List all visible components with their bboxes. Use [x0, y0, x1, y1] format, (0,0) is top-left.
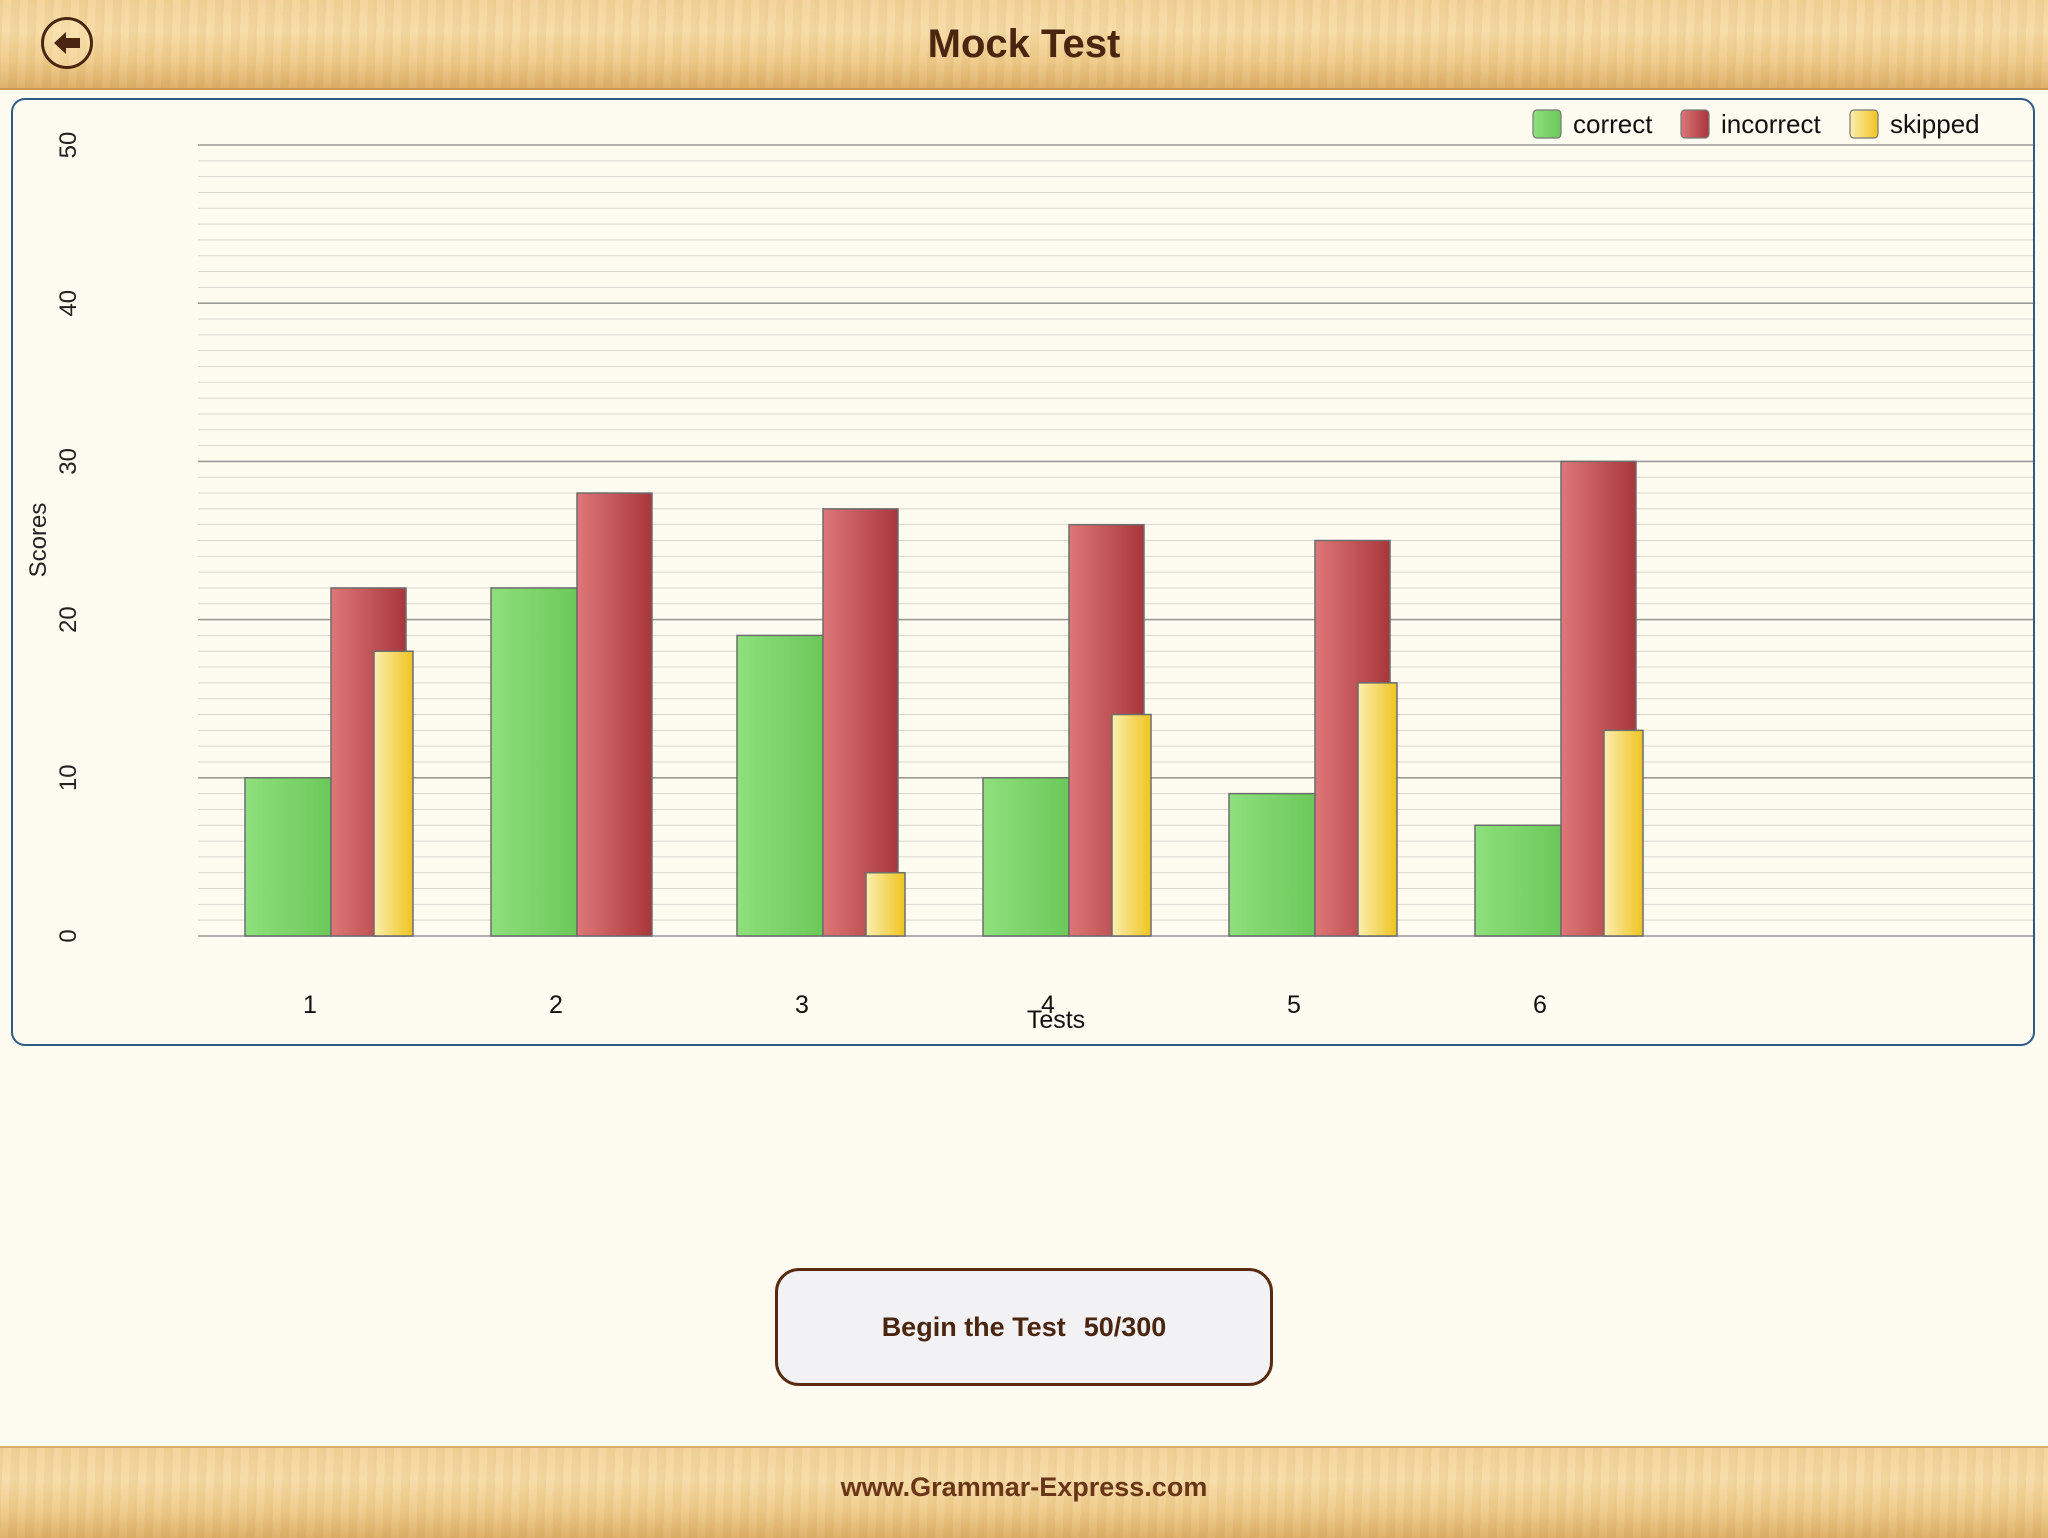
bar-skipped-test-6	[1603, 729, 1644, 937]
y-tick-label: 0	[55, 929, 82, 942]
bar-skipped-test-5	[1357, 682, 1398, 937]
legend-swatch-correct	[1532, 109, 1562, 139]
bottom-bar	[0, 1446, 2048, 1538]
bar-correct-test-1	[244, 777, 332, 937]
back-button[interactable]	[41, 17, 93, 69]
y-tick-label: 30	[55, 448, 82, 475]
y-tick-label: 10	[55, 764, 82, 791]
legend-label-correct: correct	[1573, 109, 1653, 139]
top-bar	[0, 0, 2048, 90]
x-tick-label: 5	[1287, 991, 1301, 1019]
begin-test-button[interactable]: Begin the Test 50/300	[775, 1268, 1273, 1386]
bar-skipped-test-3	[865, 871, 906, 937]
legend-label-skipped: skipped	[1890, 109, 1980, 139]
back-arrow-icon	[54, 32, 80, 54]
bar-correct-test-3	[736, 634, 824, 937]
y-tick-label: 40	[55, 290, 82, 317]
legend-label-incorrect: incorrect	[1721, 109, 1821, 139]
bar-correct-test-4	[982, 777, 1070, 937]
bar-skipped-test-1	[373, 650, 414, 937]
legend-swatch-incorrect	[1680, 109, 1710, 139]
x-tick-label: 4	[1041, 991, 1055, 1019]
bar-incorrect-test-2	[576, 492, 653, 937]
bar-incorrect-test-3	[822, 508, 899, 937]
test-progress-count: 50/300	[1083, 1311, 1167, 1342]
y-tick-label: 20	[55, 606, 82, 633]
footer-url: www.Grammar-Express.com	[840, 1472, 1208, 1502]
page-title: Mock Test	[927, 22, 1121, 66]
x-tick-label: 3	[795, 991, 809, 1019]
bar-correct-test-5	[1228, 792, 1316, 937]
begin-test-label: Begin the Test	[881, 1311, 1066, 1342]
legend-swatch-skipped	[1849, 109, 1879, 139]
x-tick-label: 6	[1533, 991, 1547, 1019]
chart-panel: 0 10 20 30 40 50 Scores 1 2 3 4 5 6 Tests correct incor…	[11, 98, 2035, 1046]
bar-correct-test-2	[490, 587, 578, 937]
x-tick-label: 1	[303, 991, 317, 1019]
y-tick-label: 50	[55, 132, 82, 159]
y-axis-label: Scores	[25, 503, 52, 578]
bar-correct-test-6	[1474, 824, 1562, 937]
x-tick-label: 2	[549, 991, 563, 1019]
x-axis-label: Tests	[1027, 1006, 1085, 1034]
score-chart: 0 10 20 30 40 50 Scores 1 2 3 4 5 6 Tests correct incor…	[25, 109, 2033, 1034]
bar-skipped-test-4	[1111, 713, 1152, 937]
